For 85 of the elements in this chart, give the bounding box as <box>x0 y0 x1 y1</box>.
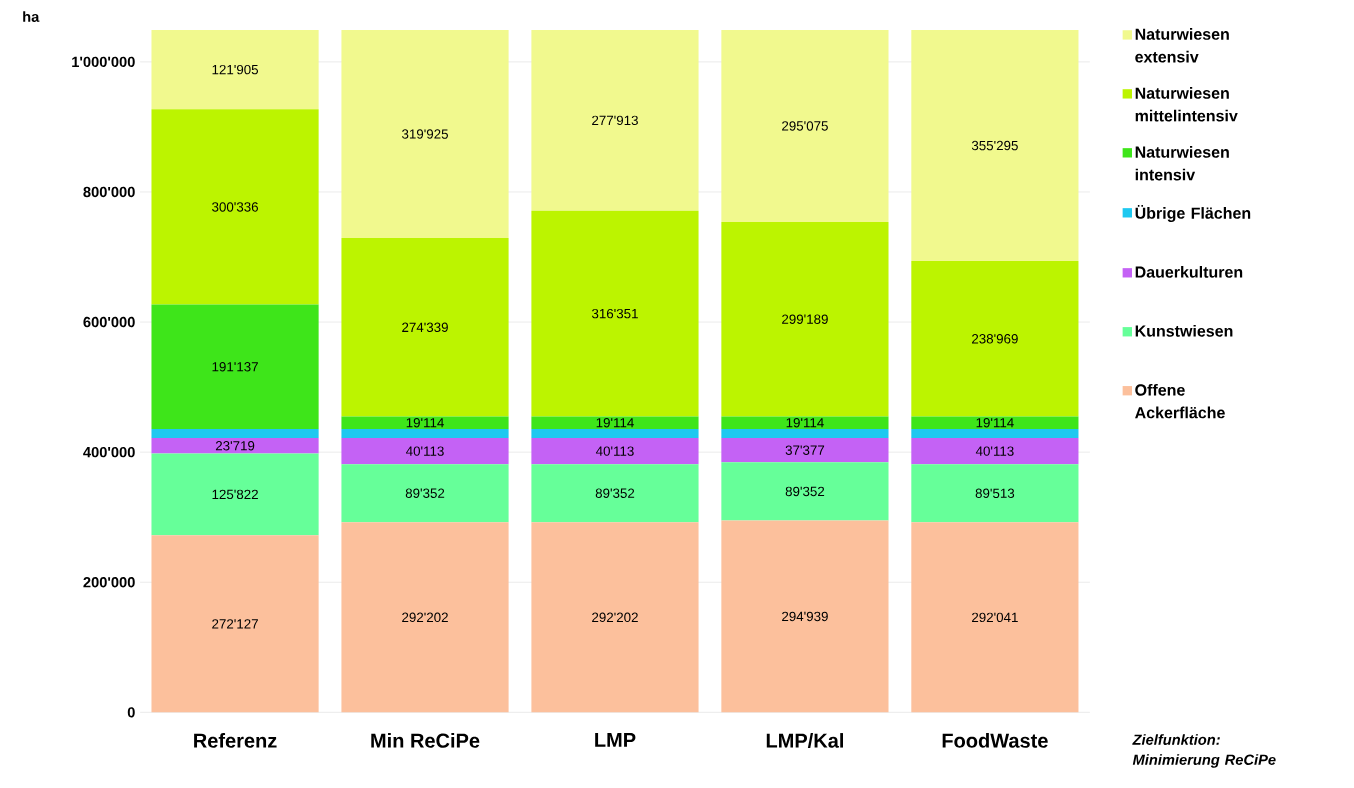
data-label: 89'513 <box>975 488 1015 498</box>
data-label: 292'202 <box>402 612 448 622</box>
data-label: 319'925 <box>401 129 448 139</box>
data-label: 274'339 <box>402 322 448 332</box>
bar <box>531 522 699 713</box>
data-label: 23'719 <box>215 440 255 451</box>
y-tick-label: 0 <box>127 706 135 718</box>
data-label: 19'114 <box>406 417 444 428</box>
bar <box>911 437 1079 464</box>
bar <box>151 437 319 454</box>
data-label: 294'939 <box>782 611 828 621</box>
bar <box>531 210 699 417</box>
bar <box>911 463 1079 523</box>
bar <box>721 520 889 713</box>
y-tick-label: 800'000 <box>83 186 135 197</box>
data-label: 89'352 <box>785 486 825 496</box>
legend-label: Offene Ackerfläche <box>1135 383 1225 419</box>
bar <box>151 428 319 438</box>
bar <box>341 237 509 417</box>
data-label: 40'113 <box>975 446 1014 456</box>
data-label: 316'351 <box>591 308 638 319</box>
data-label: 292'041 <box>972 612 1018 622</box>
data-label: 37'377 <box>785 445 825 455</box>
bar <box>151 453 319 536</box>
bar <box>341 522 509 713</box>
bar <box>341 416 509 429</box>
data-label: 299'189 <box>782 314 828 324</box>
legend-label: Naturwiesen mittelintensiv <box>1135 86 1238 122</box>
data-label: 300'336 <box>212 202 258 212</box>
bar <box>151 535 319 713</box>
x-tick-label: LMP/Kal <box>766 732 843 748</box>
data-label: 19'114 <box>596 417 634 428</box>
data-label: 272'127 <box>212 618 258 629</box>
legend-label: Dauerkulturen <box>1135 265 1243 278</box>
legend-label: Naturwiesen extensiv <box>1135 27 1229 63</box>
bar <box>151 109 319 305</box>
bar <box>531 416 699 429</box>
bar <box>721 416 889 429</box>
x-tick-label: Min ReCiPe <box>371 732 480 748</box>
bar <box>341 463 509 523</box>
bar <box>721 29 889 222</box>
data-label: 355'295 <box>971 140 1018 151</box>
y-tick-label: 400'000 <box>83 446 135 458</box>
legend-label: Übrige Flächen <box>1135 204 1251 222</box>
bar <box>911 416 1079 429</box>
bar <box>721 437 889 463</box>
bar <box>721 428 889 438</box>
bar <box>911 522 1079 713</box>
data-label: 191'137 <box>212 361 258 372</box>
data-label: 89'352 <box>595 488 635 498</box>
data-label: 125'822 <box>212 489 258 499</box>
bar <box>341 29 509 238</box>
text: Zielfunktion: Minimierung ReCiPe <box>1132 733 1276 768</box>
x-tick-label: Referenz <box>194 732 277 748</box>
data-label: 40'113 <box>595 446 634 456</box>
legend-label: Kunstwiesen <box>1135 324 1233 337</box>
data-label: 19'114 <box>786 417 824 428</box>
data-label: 277'913 <box>592 115 638 125</box>
bar <box>341 428 509 438</box>
data-label: 121'905 <box>212 64 259 75</box>
bar <box>911 260 1079 417</box>
bar <box>341 437 509 464</box>
bar <box>721 221 889 417</box>
bar <box>911 29 1079 261</box>
x-tick-label: FoodWaste <box>942 732 1048 748</box>
y-tick-label: 200'000 <box>83 576 135 588</box>
y-tick-label: 600'000 <box>83 316 135 328</box>
bar <box>531 29 699 211</box>
data-label: 295'075 <box>782 121 828 131</box>
bar <box>531 428 699 438</box>
bar <box>151 304 319 429</box>
data-label: 40'113 <box>406 446 444 456</box>
y-tick-label: 1'000'000 <box>72 56 135 67</box>
bar <box>721 462 889 521</box>
data-label: 238'969 <box>972 333 1018 344</box>
data-label: 89'352 <box>405 488 445 498</box>
y-axis-title: ha <box>23 11 40 22</box>
bar <box>531 437 699 464</box>
bar <box>531 463 699 523</box>
legend-label: Naturwiesen intensiv <box>1135 145 1229 181</box>
data-label: 19'114 <box>976 417 1014 428</box>
data-label: 292'202 <box>592 612 638 622</box>
bar <box>911 428 1079 438</box>
bar <box>151 29 319 110</box>
x-tick-label: LMP <box>595 732 636 747</box>
